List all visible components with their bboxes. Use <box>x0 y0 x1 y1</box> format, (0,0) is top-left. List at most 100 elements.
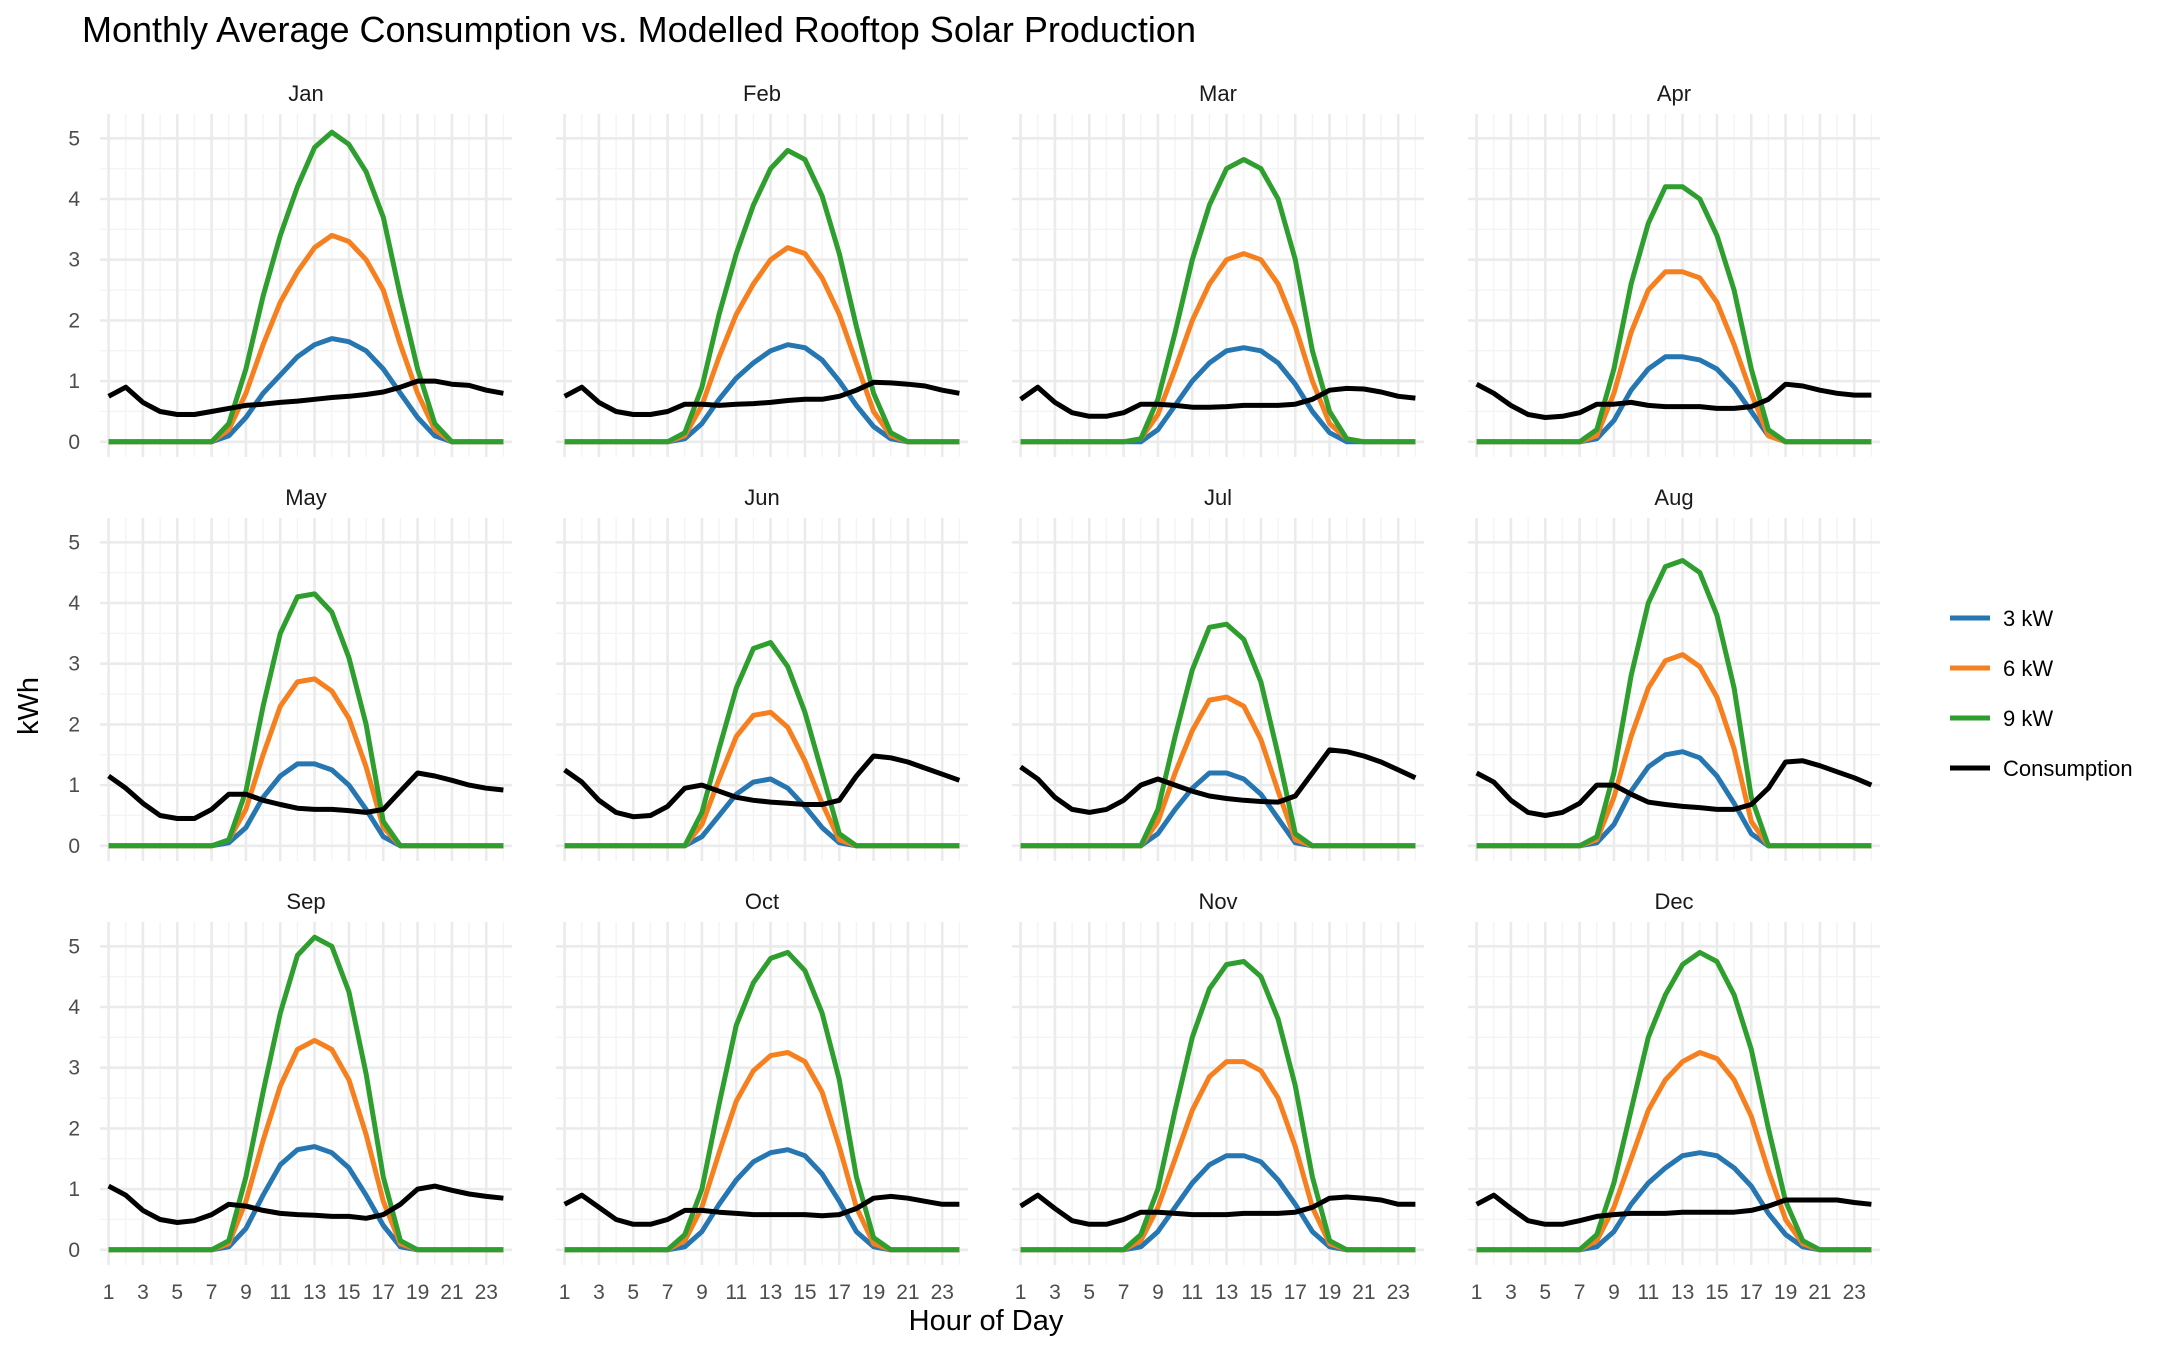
panel-jul: Jul <box>1012 485 1424 861</box>
series-line-consumption <box>1019 747 1417 815</box>
legend-label: 9 kW <box>2003 706 2053 731</box>
y-tick-label: 2 <box>68 713 80 736</box>
panel-mar: Mar <box>1012 81 1424 457</box>
x-tick-label: 19 <box>1774 1281 1797 1304</box>
panel-title: Mar <box>1199 81 1237 106</box>
series-line-consumption <box>563 753 961 820</box>
panel-title: Aug <box>1654 485 1693 510</box>
series-line-3-kw <box>108 1144 504 1253</box>
y-axis-title: kWh <box>13 677 45 735</box>
panel-title: Jan <box>288 81 323 106</box>
series-line-consumption <box>1019 1192 1416 1227</box>
x-tick-label: 13 <box>303 1281 326 1304</box>
series-line-consumption <box>1019 384 1416 419</box>
y-tick-label: 5 <box>68 127 80 150</box>
x-tick-label: 1 <box>103 1281 115 1304</box>
series-line-3-kw <box>1020 1153 1416 1253</box>
x-tick-label: 19 <box>1318 1281 1341 1304</box>
y-tick-label: 0 <box>68 431 80 454</box>
panel-feb: Feb <box>556 81 968 457</box>
x-tick-label: 11 <box>1181 1281 1203 1304</box>
x-tick-label: 17 <box>1740 1281 1763 1304</box>
y-tick-label: 4 <box>68 592 80 615</box>
legend: 3 kW 6 kW 9 kW Consumption <box>1950 606 2133 781</box>
y-tick-label: 4 <box>68 188 80 211</box>
x-tick-label: 21 <box>440 1281 463 1304</box>
x-tick-label: 23 <box>931 1281 954 1304</box>
x-tick-label: 5 <box>171 1281 183 1304</box>
x-tick-label: 1 <box>559 1281 571 1304</box>
legend-item: Consumption <box>1950 756 2133 781</box>
chart-title: Monthly Average Consumption vs. Modelled… <box>82 9 1196 50</box>
y-tick-label: 4 <box>68 996 80 1019</box>
x-tick-label: 11 <box>725 1281 747 1304</box>
x-tick-label: 7 <box>1574 1281 1586 1304</box>
x-tick-label: 15 <box>793 1281 816 1304</box>
legend-item: 9 kW <box>1950 706 2053 731</box>
legend-label: 6 kW <box>2003 656 2053 681</box>
y-tick-label: 3 <box>68 249 80 272</box>
y-tick-label: 0 <box>68 835 80 858</box>
legend-label: 3 kW <box>2003 606 2053 631</box>
series-line-9-kw <box>564 640 960 849</box>
y-tick-label: 5 <box>68 531 80 554</box>
x-tick-label: 3 <box>137 1281 149 1304</box>
x-tick-label: 19 <box>862 1281 885 1304</box>
panel-title: Jun <box>744 485 779 510</box>
series-line-9-kw <box>1020 959 1416 1253</box>
y-tick-label: 3 <box>68 1057 80 1080</box>
x-tick-label: 9 <box>1608 1281 1620 1304</box>
panel-title: May <box>285 485 327 510</box>
series-line-consumption <box>107 1183 504 1225</box>
x-axis-title: Hour of Day <box>909 1305 1064 1337</box>
y-tick-label: 1 <box>68 370 80 393</box>
x-tick-label: 3 <box>1049 1281 1061 1304</box>
x-tick-label: 23 <box>1387 1281 1410 1304</box>
series-line-9-kw <box>108 129 504 445</box>
x-tick-label: 23 <box>475 1281 498 1304</box>
legend-item: 6 kW <box>1950 656 2053 681</box>
x-tick-label: 3 <box>593 1281 605 1304</box>
panel-title: Dec <box>1654 889 1693 914</box>
panel-jan: Jan 0 1 2 3 4 5 <box>68 81 512 457</box>
x-tick-label: 5 <box>1539 1281 1551 1304</box>
x-tick-label: 17 <box>828 1281 851 1304</box>
series-line-consumption <box>107 378 504 417</box>
series-line-consumption <box>1475 1192 1872 1227</box>
y-tick-label: 0 <box>68 1239 80 1262</box>
series-line-3-kw <box>108 336 504 445</box>
series-line-3-kw <box>1476 354 1872 445</box>
x-tick-label: 17 <box>372 1281 395 1304</box>
series-line-3-kw <box>564 342 960 445</box>
x-tick-label: 7 <box>662 1281 674 1304</box>
panel-title: Oct <box>745 889 779 914</box>
legend-item: 3 kW <box>1950 606 2053 631</box>
x-tick-label: 21 <box>1808 1281 1831 1304</box>
x-tick-label: 13 <box>1215 1281 1238 1304</box>
x-tick-label: 9 <box>1152 1281 1164 1304</box>
x-tick-label: 1 <box>1015 1281 1027 1304</box>
series-line-consumption <box>1475 758 1873 818</box>
x-tick-label: 9 <box>240 1281 252 1304</box>
series-line-9-kw <box>564 949 960 1253</box>
panel-title: Apr <box>1657 81 1691 106</box>
x-tick-label: 7 <box>1118 1281 1130 1304</box>
panel-aug: Aug <box>1468 485 1880 861</box>
x-tick-label: 3 <box>1505 1281 1517 1304</box>
x-tick-label: 17 <box>1284 1281 1307 1304</box>
x-tick-label: 21 <box>1352 1281 1375 1304</box>
y-tick-label: 2 <box>68 309 80 332</box>
x-tick-label: 7 <box>206 1281 218 1304</box>
series-line-consumption <box>1475 381 1872 420</box>
series-line-9-kw <box>108 591 504 849</box>
x-tick-label: 15 <box>1705 1281 1728 1304</box>
x-tick-label: 9 <box>696 1281 708 1304</box>
panel-may: May 0 1 2 3 4 5 <box>68 485 512 861</box>
legend-label: Consumption <box>2003 756 2133 781</box>
series-line-consumption <box>563 379 960 417</box>
series-line-9-kw <box>564 147 960 445</box>
series-line-9-kw <box>1020 621 1416 849</box>
series-line-consumption <box>563 1192 960 1227</box>
